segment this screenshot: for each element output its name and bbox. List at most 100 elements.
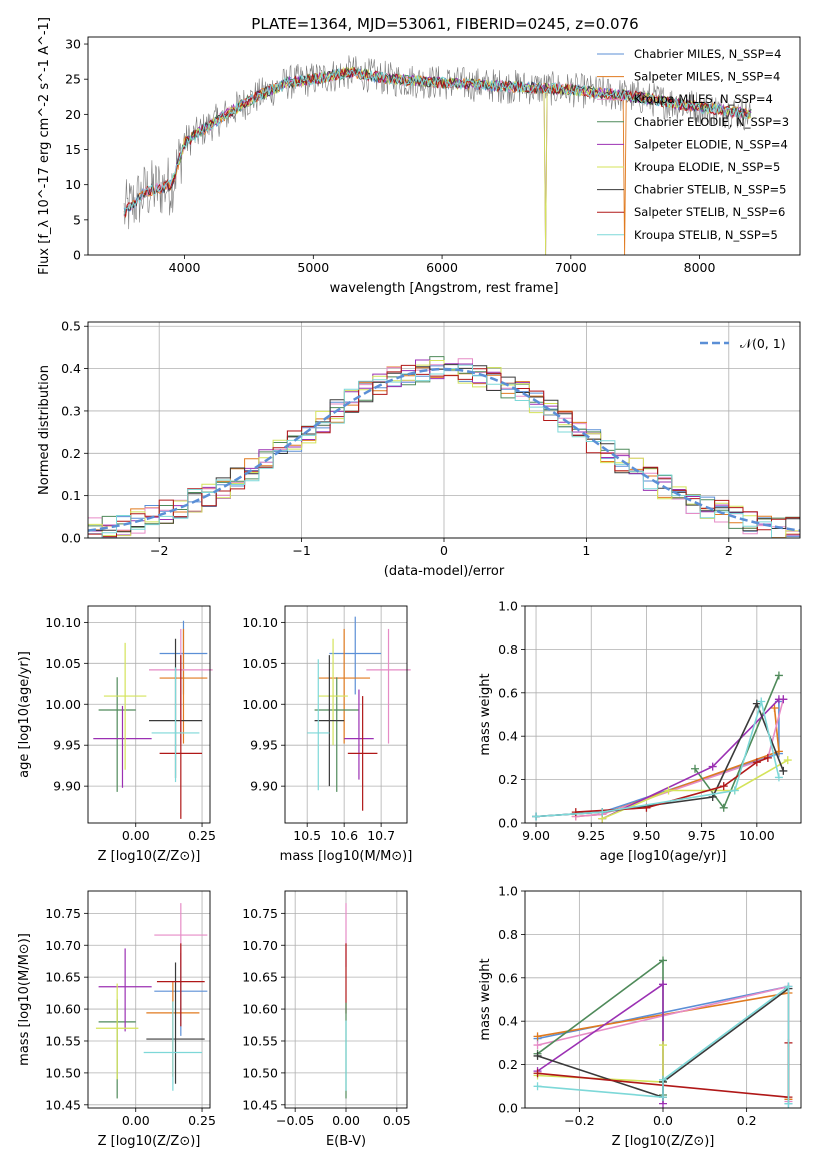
x-tick-label: 0.0	[653, 1113, 673, 1128]
x-tick-label: 4000	[169, 260, 201, 275]
y-tick-label: 10.10	[242, 615, 278, 630]
y-tick-label: 0.0	[498, 816, 518, 831]
plot-frame	[87, 36, 801, 256]
plus-marker	[659, 1075, 667, 1084]
x-axis-label: (data-model)/error	[384, 564, 505, 579]
x-axis-label: age [log10(age/yr)]	[600, 849, 727, 864]
plot-layer: 4000 5000 6000 7000 8000051015202530waveleng…	[17, 17, 802, 1149]
y-tick-label: 0.4	[498, 729, 518, 744]
errorbar-point-salpeter_stelib	[156, 943, 205, 1027]
y-tick-label: 15	[65, 142, 81, 157]
x-tick-label: −2	[150, 543, 168, 558]
y-tick-label: 0.0	[498, 1101, 518, 1116]
errorbar-point-kroupa_stelib	[143, 1001, 203, 1091]
errorbar-point-salpeter_elodie	[93, 705, 152, 788]
plus-marker	[779, 695, 788, 704]
y-tick-label: 0.2	[498, 1057, 518, 1072]
x-tick-label: 8000	[684, 260, 716, 275]
errorbar-point-salpeter_stelib	[159, 655, 203, 819]
errorbar-point-kroupa_miles	[366, 628, 411, 744]
x-axis-label: Z [log10(Z/Z⊙)]	[98, 1134, 201, 1149]
x-axis-label: E(B-V)	[326, 1134, 366, 1149]
x-tick-label: 0.25	[188, 1113, 216, 1128]
plus-marker	[779, 766, 788, 775]
legend-entry: Salpeter MILES, N_SSP=4	[634, 70, 780, 84]
errorbar-point-kroupa_stelib	[307, 659, 330, 791]
y-axis-label: mass [log10(M/M⊙)]	[17, 933, 32, 1066]
x-tick-label: 1	[582, 543, 590, 558]
legend-entry: Chabrier MILES, N_SSP=4	[634, 47, 781, 61]
errorbar-point-chabrier_miles	[329, 616, 382, 695]
series-line-kroupa_elodie	[601, 759, 789, 820]
x-tick-label: 7000	[555, 260, 587, 275]
plus-marker	[770, 703, 779, 712]
y-tick-label: 10.50	[242, 1065, 278, 1080]
y-tick-label: 0.8	[498, 927, 518, 942]
y-tick-label: 9.90	[53, 779, 81, 794]
mass-weight-vs-Z-panel: −0.2 0.0 0.2 0.0 0.2 0.4 0.6 0.8 1.0 Z [log10(Z/Z…	[478, 884, 802, 1149]
plus-marker	[533, 1041, 542, 1050]
plus-marker	[571, 808, 580, 817]
y-tick-label: 0.3	[61, 403, 81, 418]
normal-curve	[87, 367, 801, 532]
y-axis-label: age [log10(age/yr)]	[17, 651, 32, 778]
plot-frame	[87, 605, 211, 824]
spectrum-panel: 4000 5000 6000 7000 8000 0 5 10 15 20 25 30 waveleng…	[37, 17, 801, 296]
y-tick-label: 0.6	[498, 685, 518, 700]
histogram-step-kroupa_stelib	[88, 364, 800, 539]
y-axis-label: mass weight	[478, 673, 493, 755]
errorbar-point-kroupa_elodie	[318, 638, 348, 746]
y-tick-label: 5	[73, 212, 81, 227]
y-tick-label: 10.60	[45, 1002, 81, 1017]
y-axis-label: Flux [f_λ 10^-17 erg cm^-2 s^-1 A^-1]	[37, 17, 52, 275]
x-tick-label: 10.5	[293, 828, 321, 843]
x-tick-label: 0.00	[122, 1113, 150, 1128]
errorbar-point-salpeter_miles	[159, 628, 208, 744]
legend-entry: Salpeter ELODIE, N_SSP=4	[634, 137, 788, 151]
series-line-kroupa_miles	[575, 699, 785, 818]
x-tick-label: 0.25	[188, 828, 216, 843]
plus-marker	[719, 803, 728, 812]
plus-marker	[659, 980, 667, 989]
x-tick-label: −0.05	[276, 1113, 314, 1128]
x-tick-label: 9.25	[577, 828, 605, 843]
legend-entry: Chabrier STELIB, N_SSP=5	[634, 183, 786, 197]
y-tick-label: 9.90	[250, 779, 278, 794]
legend-entry: Chabrier ELODIE, N_SSP=3	[634, 115, 789, 129]
errorbar-point-kroupa_stelib	[151, 667, 200, 783]
errorbar-point-chabrier_stelib	[146, 962, 205, 1084]
y-tick-label: 0.4	[498, 1014, 518, 1029]
model-spectrum-line-kroupa_stelib	[123, 67, 750, 215]
plus-marker	[659, 1041, 667, 1050]
plus-marker	[784, 982, 793, 991]
plus-marker	[752, 758, 761, 767]
y-tick-label: 10.05	[242, 656, 278, 671]
plot-frame	[87, 890, 211, 1109]
plus-marker	[691, 764, 700, 773]
y-tick-label: 0.2	[61, 446, 81, 461]
y-tick-label: 10.55	[242, 1033, 278, 1048]
errorbar-point-salpeter_stelib	[347, 696, 378, 811]
plus-marker	[533, 1032, 542, 1041]
plus-marker	[752, 699, 761, 708]
x-tick-label: 10.6	[330, 828, 358, 843]
x-tick-label: 6000	[426, 260, 458, 275]
plus-marker	[719, 782, 728, 791]
residuals-panel: −2 −1 0 1 2 0.0 0.1 0.2 0.3 0.4 0.5 (data-model)/er…	[37, 319, 801, 579]
y-tick-label: 0.0	[61, 531, 81, 546]
mass-vs-ebv-panel: −0.05 0.00 0.05 10.45 10.50 10.55 10.60 10.65 10…	[242, 890, 411, 1149]
legend-entry: Kroupa STELIB, N_SSP=5	[634, 228, 778, 242]
y-tick-label: 0	[73, 248, 81, 263]
x-axis-label: mass [log10(M/M⊙)]	[280, 849, 413, 864]
y-tick-label: 20	[65, 107, 81, 122]
plus-marker	[533, 1069, 542, 1078]
y-tick-label: 10.70	[242, 938, 278, 953]
x-tick-label: 9.00	[522, 828, 550, 843]
plus-marker	[763, 753, 772, 762]
mass-weight-vs-age-panel: 9.00 9.25 9.50 9.75 10.00 0.0 0.2 0.4 0.6 0.8 1.0 a…	[478, 599, 802, 864]
age-vs-mass-panel: 10.5 10.6 10.7 9.90 9.95 10.00 10.05 10.10 mass …	[242, 605, 413, 864]
y-tick-label: 10.00	[242, 697, 278, 712]
plus-marker	[774, 671, 783, 680]
plus-marker	[598, 808, 607, 817]
